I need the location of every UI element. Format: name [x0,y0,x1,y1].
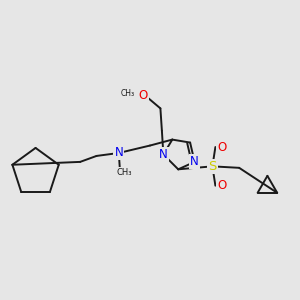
Text: O: O [139,89,148,102]
Text: O: O [217,140,226,154]
Text: CH₃: CH₃ [121,89,135,98]
Text: N: N [159,148,168,161]
Text: N: N [190,155,199,168]
Text: CH₃: CH₃ [117,168,133,177]
Text: N: N [114,146,123,160]
Text: S: S [208,160,217,173]
Text: O: O [217,179,226,192]
